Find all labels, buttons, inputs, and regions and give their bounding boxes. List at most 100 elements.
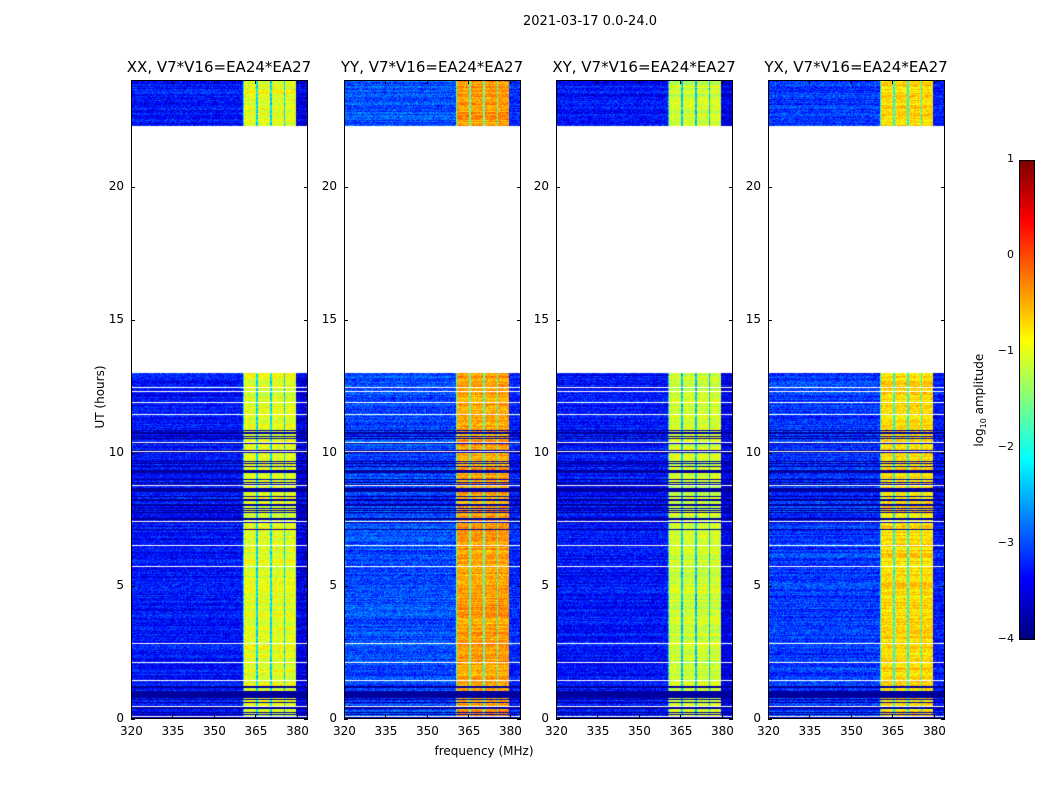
colorbar-tick-label: −3 <box>997 536 1014 549</box>
y-tick-label: 0 <box>329 711 337 725</box>
y-tick-mark <box>729 719 733 720</box>
x-tick-mark <box>721 715 723 719</box>
x-tick-mark <box>597 80 599 84</box>
x-tick-label: 320 <box>120 724 143 738</box>
heatmap-panel-3 <box>556 80 733 719</box>
heatmap-panel-4 <box>768 80 945 719</box>
panel-title: YY, V7*V16=EA24*EA27 <box>340 58 524 76</box>
heatmap-image <box>345 81 520 718</box>
colorbar-tick-label: −1 <box>997 344 1014 357</box>
y-tick-mark <box>344 186 348 188</box>
x-tick-mark <box>809 715 811 719</box>
x-tick-mark <box>213 80 215 84</box>
y-tick-mark <box>517 319 521 321</box>
y-tick-mark <box>768 585 772 587</box>
colorbar-tick-label: 0 <box>1007 248 1014 261</box>
y-tick-mark <box>941 319 945 321</box>
y-tick-label: 15 <box>745 311 761 326</box>
x-tick-mark <box>556 80 557 84</box>
y-tick-label: 20 <box>745 178 761 193</box>
y-tick-mark <box>517 719 521 720</box>
y-tick-mark <box>941 186 945 188</box>
y-tick-label: 5 <box>753 577 761 592</box>
y-tick-label: 5 <box>116 577 124 592</box>
y-tick-label: 15 <box>533 311 549 326</box>
x-tick-mark <box>892 715 894 719</box>
x-tick-mark <box>426 715 428 719</box>
y-tick-label: 10 <box>745 444 761 459</box>
heatmap-panel-2 <box>344 80 521 719</box>
y-tick-label: 15 <box>108 311 124 326</box>
y-tick-mark <box>131 186 135 188</box>
heatmap-image <box>769 81 944 718</box>
x-tick-mark <box>850 715 852 719</box>
x-tick-mark <box>213 715 215 719</box>
x-tick-label: 365 <box>881 724 905 738</box>
y-tick-mark <box>517 585 521 587</box>
x-tick-mark <box>344 715 345 719</box>
panel-title: XY, V7*V16=EA24*EA27 <box>552 58 736 76</box>
figure-title: 2021-03-17 0.0-24.0 <box>523 14 657 29</box>
x-tick-mark <box>344 80 345 84</box>
y-tick-label: 20 <box>533 178 549 193</box>
x-tick-mark <box>509 80 511 84</box>
x-tick-mark <box>255 715 257 719</box>
x-tick-label: 380 <box>285 724 309 738</box>
x-tick-mark <box>638 715 640 719</box>
x-tick-mark <box>680 715 682 719</box>
x-tick-mark <box>721 80 723 84</box>
x-tick-label: 365 <box>669 724 693 738</box>
y-tick-label: 15 <box>321 311 337 326</box>
y-tick-label: 10 <box>533 444 549 459</box>
x-tick-label: 335 <box>161 724 185 738</box>
x-tick-mark <box>509 715 511 719</box>
x-tick-mark <box>768 80 769 84</box>
y-tick-label: 10 <box>321 444 337 459</box>
y-tick-mark <box>941 719 945 720</box>
y-tick-mark <box>344 719 348 720</box>
x-tick-mark <box>933 80 935 84</box>
x-tick-mark <box>131 715 132 719</box>
x-tick-mark <box>850 80 852 84</box>
x-tick-mark <box>255 80 257 84</box>
y-tick-label: 0 <box>541 711 549 725</box>
y-tick-mark <box>768 319 772 321</box>
y-tick-mark <box>131 585 135 587</box>
x-tick-label: 335 <box>374 724 398 738</box>
x-tick-mark <box>385 715 387 719</box>
x-tick-mark <box>468 80 470 84</box>
y-tick-mark <box>768 186 772 188</box>
x-tick-mark <box>172 715 174 719</box>
x-tick-mark <box>638 80 640 84</box>
y-tick-mark <box>729 452 733 454</box>
x-tick-label: 320 <box>757 724 780 738</box>
x-tick-label: 350 <box>415 724 439 738</box>
x-tick-mark <box>426 80 428 84</box>
x-tick-label: 380 <box>710 724 734 738</box>
y-tick-mark <box>768 719 772 720</box>
y-tick-mark <box>344 319 348 321</box>
y-tick-mark <box>517 452 521 454</box>
y-tick-mark <box>344 585 348 587</box>
x-tick-label: 350 <box>202 724 226 738</box>
x-tick-label: 380 <box>922 724 946 738</box>
x-tick-mark <box>385 80 387 84</box>
x-tick-mark <box>556 715 557 719</box>
y-tick-label: 10 <box>108 444 124 459</box>
x-tick-mark <box>933 715 935 719</box>
y-tick-label: 5 <box>329 577 337 592</box>
y-tick-label: 20 <box>108 178 124 193</box>
x-tick-mark <box>809 80 811 84</box>
x-tick-mark <box>768 715 769 719</box>
x-tick-label: 350 <box>627 724 651 738</box>
y-tick-mark <box>304 186 308 188</box>
y-tick-mark <box>131 452 135 454</box>
heatmap-image <box>557 81 732 718</box>
y-tick-mark <box>131 319 135 321</box>
y-tick-mark <box>556 186 560 188</box>
x-tick-label: 350 <box>839 724 863 738</box>
colorbar-label: log10 amplitude <box>971 353 989 447</box>
y-tick-label: 0 <box>116 711 124 725</box>
y-tick-mark <box>304 585 308 587</box>
